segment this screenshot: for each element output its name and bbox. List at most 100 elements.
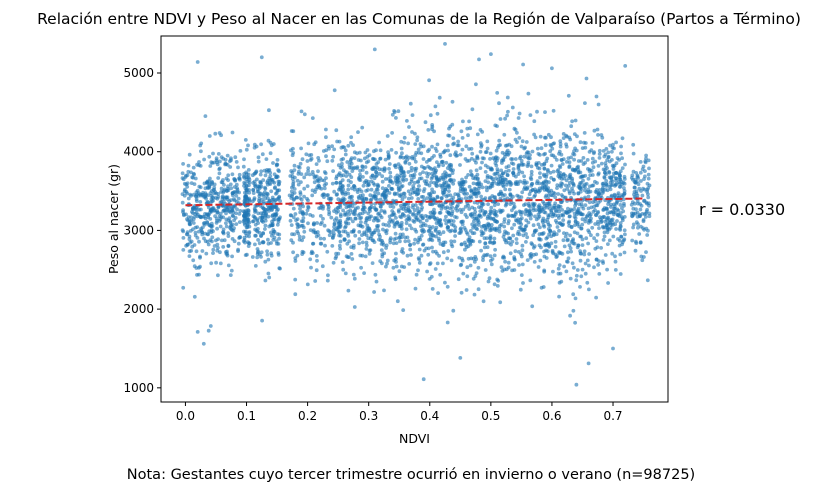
scatter-point <box>383 177 388 181</box>
scatter-point <box>501 193 505 198</box>
scatter-point <box>623 232 627 237</box>
scatter-point <box>643 215 648 219</box>
scatter-point <box>272 172 277 177</box>
scatter-point <box>441 250 446 255</box>
scatter-point <box>608 218 612 223</box>
scatter-point <box>614 140 618 145</box>
scatter-point <box>475 172 480 177</box>
scatter-point <box>368 193 373 198</box>
scatter-point <box>523 202 528 207</box>
scatter-point <box>458 186 463 191</box>
scatter-point <box>434 234 438 239</box>
scatter-point <box>370 173 375 178</box>
scatter-point <box>374 279 379 284</box>
scatter-point <box>430 187 434 192</box>
scatter-point <box>512 126 517 131</box>
scatter-point <box>310 116 315 120</box>
scatter-point <box>260 215 265 220</box>
scatter-point <box>532 119 537 124</box>
scatter-point <box>186 196 191 201</box>
scatter-point <box>571 292 576 297</box>
scatter-point <box>247 231 252 236</box>
scatter-point <box>435 194 440 199</box>
scatter-point <box>260 318 264 323</box>
scatter-point <box>572 191 576 196</box>
scatter-point <box>613 268 618 272</box>
scatter-point <box>521 233 526 238</box>
scatter-point <box>289 189 294 194</box>
scatter-point <box>361 183 366 188</box>
scatter-point <box>620 136 625 141</box>
scatter-point <box>533 193 537 198</box>
scatter-point <box>428 235 433 240</box>
scatter-point <box>306 141 311 146</box>
scatter-point <box>445 284 450 289</box>
scatter-point <box>198 200 203 204</box>
scatter-point <box>529 177 534 182</box>
scatter-point <box>505 113 509 118</box>
scatter-point <box>521 281 525 285</box>
scatter-point <box>465 265 470 270</box>
scatter-point <box>646 195 651 200</box>
scatter-point <box>266 237 270 242</box>
scatter-point <box>558 144 563 149</box>
scatter-point <box>566 256 571 261</box>
scatter-point <box>266 206 271 210</box>
scatter-point <box>616 193 620 198</box>
scatter-point <box>227 209 232 214</box>
scatter-point <box>540 181 545 186</box>
scatter-point <box>461 207 466 212</box>
scatter-point <box>512 222 517 227</box>
scatter-point <box>617 181 622 186</box>
scatter-point <box>275 232 280 236</box>
scatter-point <box>332 189 337 194</box>
scatter-point <box>271 142 276 146</box>
scatter-point <box>270 195 275 200</box>
scatter-point <box>581 212 585 217</box>
outlier-point <box>443 42 447 46</box>
scatter-point <box>605 166 609 171</box>
scatter-point <box>194 199 199 204</box>
scatter-point <box>432 190 437 195</box>
scatter-point <box>339 157 344 162</box>
scatter-point <box>403 161 408 165</box>
scatter-point <box>564 231 569 236</box>
scatter-point <box>432 129 436 134</box>
scatter-point <box>467 119 471 124</box>
scatter-point <box>502 132 507 137</box>
scatter-point <box>571 183 576 188</box>
scatter-point <box>424 218 429 223</box>
scatter-point <box>273 217 277 222</box>
scatter-point <box>432 180 436 185</box>
scatter-point <box>569 155 573 160</box>
scatter-point <box>486 279 491 284</box>
scatter-point <box>324 181 329 186</box>
scatter-point <box>538 258 543 263</box>
scatter-point <box>587 150 592 154</box>
scatter-point <box>384 243 389 248</box>
scatter-point <box>511 162 516 166</box>
scatter-point <box>605 223 609 228</box>
scatter-point <box>548 149 553 154</box>
scatter-point <box>423 223 428 228</box>
scatter-point <box>567 165 572 170</box>
scatter-point <box>615 200 619 205</box>
scatter-point <box>378 156 383 161</box>
scatter-point <box>578 258 583 263</box>
scatter-point <box>189 170 193 175</box>
scatter-point <box>336 205 341 210</box>
scatter-point <box>519 273 524 277</box>
scatter-point <box>561 238 566 243</box>
scatter-point <box>360 196 364 201</box>
scatter-point <box>234 211 239 216</box>
scatter-point <box>187 219 192 224</box>
scatter-point <box>301 216 306 220</box>
scatter-point <box>517 263 521 267</box>
scatter-point <box>487 276 492 281</box>
scatter-point <box>226 234 231 239</box>
scatter-point <box>347 204 352 209</box>
scatter-point <box>447 189 451 194</box>
scatter-point <box>544 186 549 191</box>
scatter-point <box>301 235 306 240</box>
scatter-point <box>364 170 369 175</box>
